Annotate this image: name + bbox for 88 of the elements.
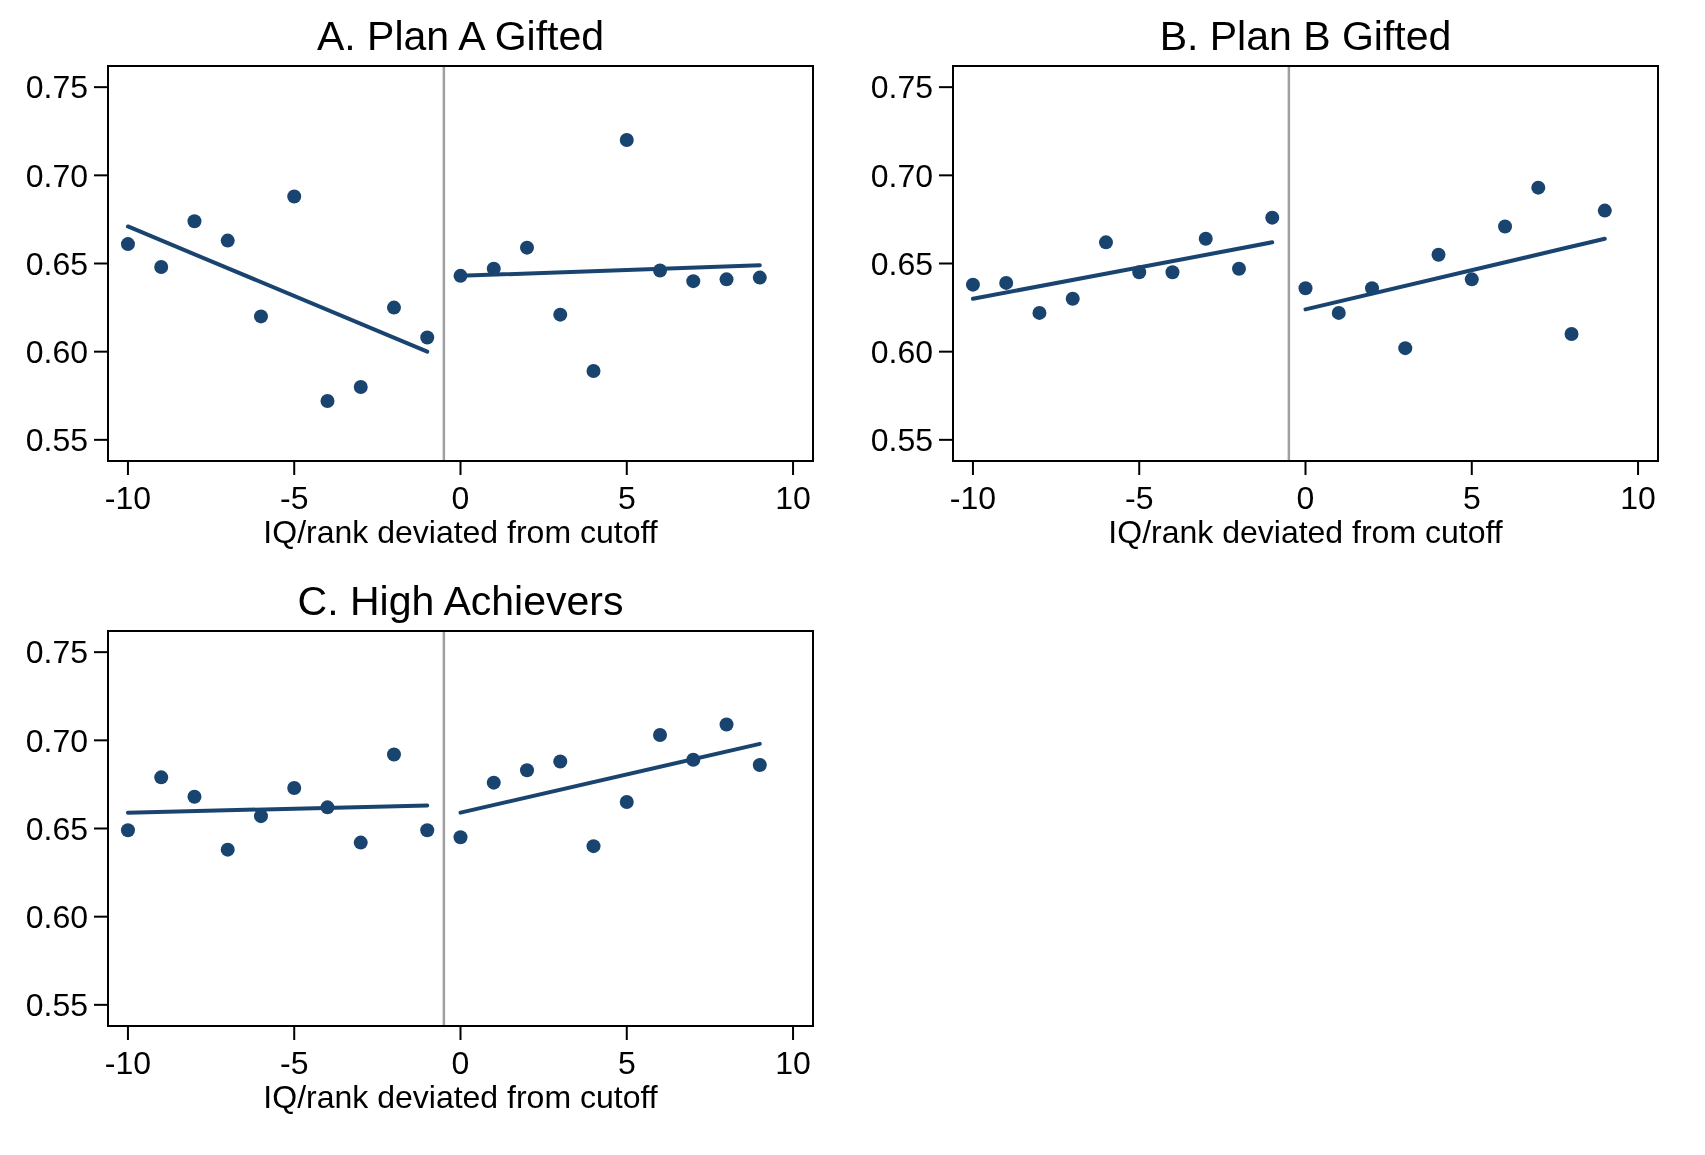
chart-title: C. High Achievers (297, 578, 624, 624)
point (586, 364, 601, 379)
point (520, 763, 535, 778)
chart-title: A. Plan A Gifted (316, 13, 605, 59)
point (386, 747, 401, 762)
point (1231, 261, 1246, 276)
x-axis-title: IQ/rank deviated from cutoff (1108, 514, 1503, 550)
point (253, 309, 268, 324)
chart-title: B. Plan B Gifted (1159, 13, 1452, 59)
point (1398, 341, 1413, 356)
point (653, 728, 668, 743)
point (1597, 203, 1612, 218)
point (965, 277, 980, 292)
point (719, 717, 734, 732)
y-tick-label: 0.75 (870, 69, 933, 106)
point (1198, 231, 1213, 246)
y-tick-label: 0.70 (870, 157, 933, 194)
point (1065, 291, 1080, 306)
x-tick-label: 5 (617, 1045, 636, 1081)
x-tick-label: -10 (104, 480, 152, 516)
point (386, 300, 401, 315)
point (619, 133, 634, 148)
x-tick-label: 0 (451, 480, 470, 516)
y-tick-label: 0.55 (870, 422, 933, 459)
point (154, 260, 169, 275)
x-tick-label: -5 (280, 1045, 309, 1081)
point (1564, 327, 1579, 342)
point (752, 758, 767, 773)
point (1032, 305, 1047, 320)
y-tick-label: 0.60 (25, 898, 88, 935)
point (120, 823, 135, 838)
y-tick-label: 0.65 (25, 810, 88, 847)
point (553, 754, 568, 769)
x-tick-label: 5 (1462, 480, 1481, 516)
point (1498, 219, 1513, 234)
x-tick-label: 0 (1296, 480, 1315, 516)
y-tick-label: 0.70 (25, 722, 88, 759)
y-tick-label: 0.60 (870, 333, 933, 370)
point (1298, 281, 1313, 296)
x-axis-title: IQ/rank deviated from cutoff (263, 1079, 658, 1115)
point (187, 214, 202, 229)
point (1098, 235, 1113, 250)
y-tick-label: 0.70 (25, 157, 88, 194)
x-tick-label: 10 (1620, 480, 1656, 516)
point (420, 330, 435, 345)
point (752, 270, 767, 285)
point (353, 379, 368, 394)
point (187, 789, 202, 804)
x-tick-label: -10 (104, 1045, 152, 1081)
point (453, 830, 468, 845)
point (586, 839, 601, 854)
x-tick-label: -5 (280, 480, 309, 516)
y-tick-label: 0.55 (25, 422, 88, 459)
point (1531, 180, 1546, 195)
y-tick-label: 0.55 (25, 987, 88, 1024)
point (1265, 210, 1280, 225)
point (520, 240, 535, 255)
point (120, 237, 135, 252)
point (1331, 305, 1346, 320)
point (220, 842, 235, 857)
point (420, 823, 435, 838)
x-tick-label: 0 (451, 1045, 470, 1081)
y-tick-label: 0.75 (25, 634, 88, 671)
y-tick-label: 0.65 (870, 245, 933, 282)
point (353, 835, 368, 850)
point (287, 780, 302, 795)
y-tick-label: 0.65 (25, 245, 88, 282)
x-tick-label: 5 (617, 480, 636, 516)
point (999, 275, 1014, 290)
x-tick-label: -5 (1125, 480, 1154, 516)
point (154, 770, 169, 785)
point (686, 274, 701, 289)
point (1165, 265, 1180, 280)
point (320, 394, 335, 409)
x-tick-label: 10 (775, 1045, 811, 1081)
x-axis-title: IQ/rank deviated from cutoff (263, 514, 658, 550)
point (486, 775, 501, 790)
point (287, 189, 302, 204)
point (220, 233, 235, 248)
point (1464, 272, 1479, 287)
x-tick-label: 10 (775, 480, 811, 516)
x-tick-label: -10 (949, 480, 997, 516)
y-tick-label: 0.75 (25, 69, 88, 106)
y-tick-label: 0.60 (25, 333, 88, 370)
point (619, 795, 634, 810)
point (719, 272, 734, 287)
point (1431, 247, 1446, 262)
point (553, 307, 568, 322)
